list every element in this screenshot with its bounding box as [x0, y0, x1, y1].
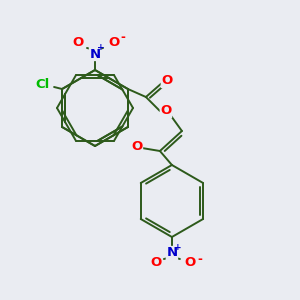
Text: Cl: Cl: [35, 79, 49, 92]
Text: +: +: [174, 242, 182, 251]
Text: O: O: [131, 140, 142, 154]
Text: O: O: [108, 35, 120, 49]
Text: N: N: [166, 247, 178, 260]
Text: O: O: [160, 104, 172, 118]
Text: O: O: [150, 256, 161, 269]
Text: O: O: [184, 256, 196, 269]
Text: +: +: [97, 44, 105, 52]
Text: O: O: [161, 74, 172, 88]
Text: N: N: [89, 47, 100, 61]
Text: O: O: [72, 35, 84, 49]
Text: -: -: [121, 32, 125, 44]
Text: -: -: [197, 253, 202, 266]
